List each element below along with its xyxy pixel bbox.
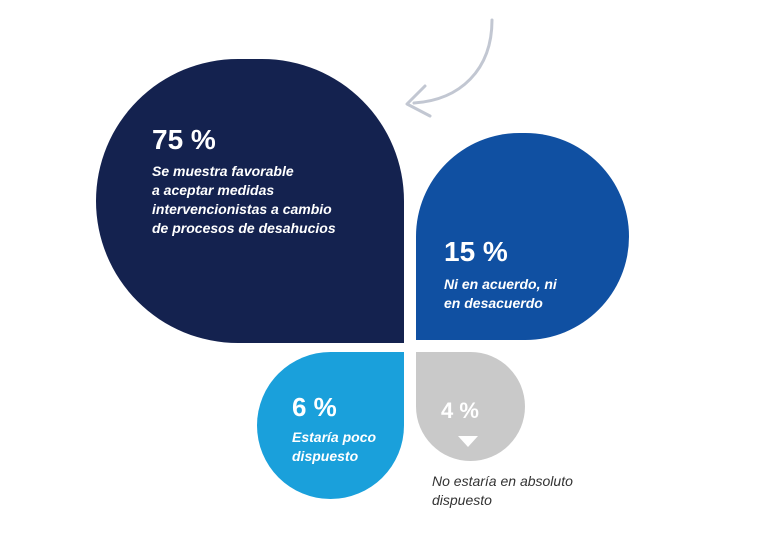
petal-not-willing-value: 4 %	[441, 398, 479, 423]
petal-favorable	[96, 59, 404, 343]
down-triangle-icon	[458, 436, 478, 447]
petal-neutral	[416, 133, 629, 340]
petal-little-willing	[257, 352, 404, 499]
petal-not-willing-label: No estaría en absoluto dispuesto	[432, 473, 573, 508]
petal-little-willing-label: Estaría poco dispuesto	[292, 429, 377, 464]
petal-favorable-label: Se muestra favorable a aceptar medidas i…	[152, 163, 336, 236]
petal-neutral-label: Ni en acuerdo, ni en desacuerdo	[444, 276, 557, 311]
petal-favorable-value: 75 %	[152, 124, 216, 155]
petal-little-willing-value: 6 %	[292, 392, 337, 422]
curved-arrow-icon	[405, 18, 494, 118]
petal-neutral-value: 15 %	[444, 236, 508, 267]
